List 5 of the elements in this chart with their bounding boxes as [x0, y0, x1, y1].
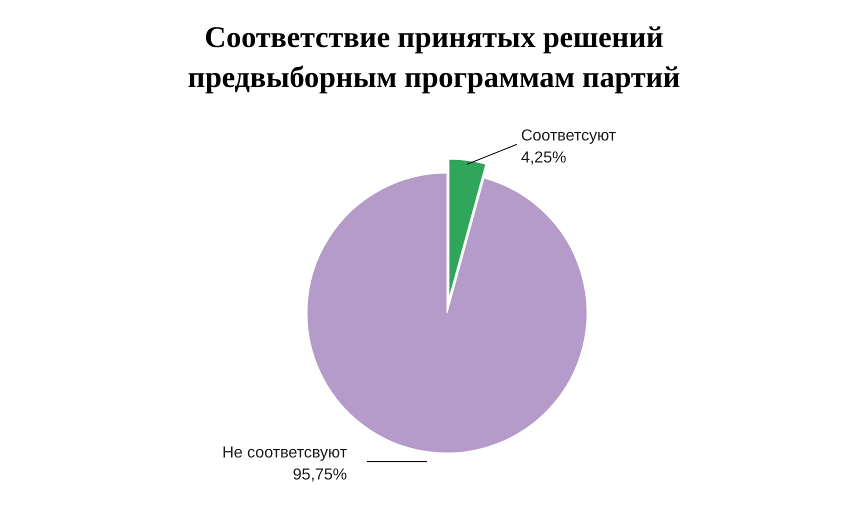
data-label: 4,25% — [520, 149, 566, 166]
slice-label: Соответсуют — [520, 127, 617, 144]
data-label: 95,75% — [292, 466, 348, 484]
chart-title: Соответствие принятых решений предвыборным программам партий — [186, 20, 682, 96]
slice-label: Не соответсвуют — [222, 444, 348, 462]
